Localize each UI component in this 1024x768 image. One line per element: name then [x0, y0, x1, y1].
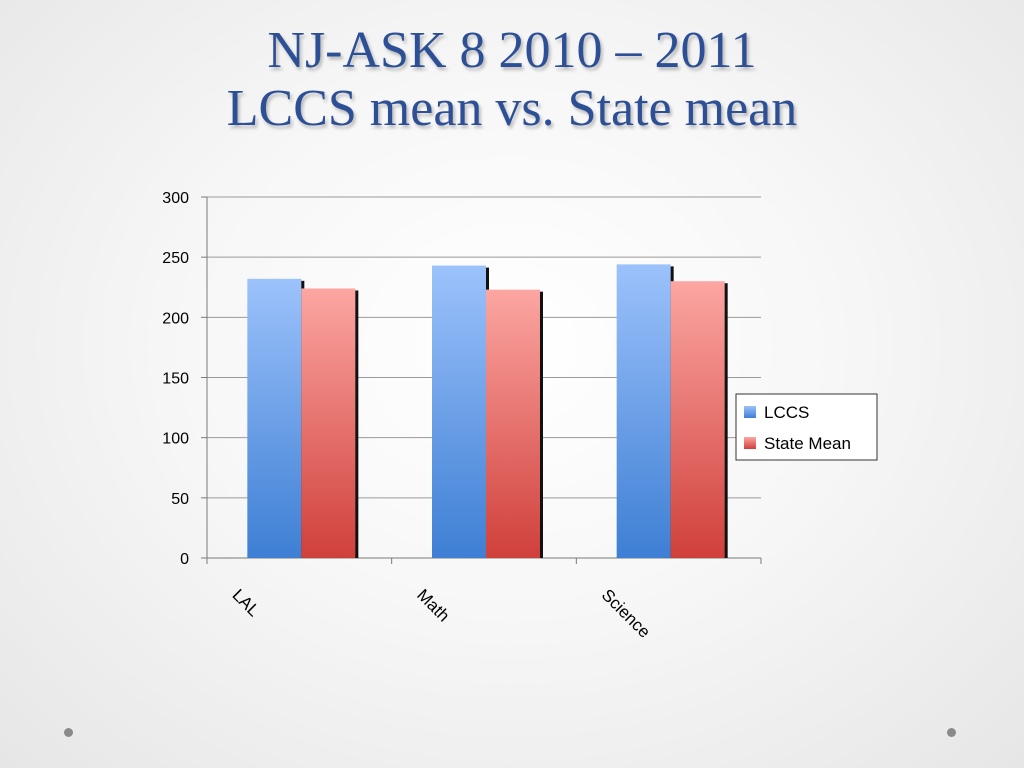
corner-dot-right: [947, 728, 956, 737]
legend-swatch: [744, 406, 756, 418]
corner-dot-left: [64, 728, 73, 737]
y-tick-label: 300: [162, 190, 189, 207]
slide-title: NJ-ASK 8 2010 – 2011 LCCS mean vs. State…: [0, 22, 1024, 138]
bar-lal-state-mean: [301, 288, 356, 558]
y-tick-label: 100: [162, 431, 189, 448]
legend-box: [735, 393, 878, 461]
bar-math-lccs: [432, 265, 486, 558]
y-tick-label: 250: [162, 250, 189, 267]
bar-math-state-mean: [486, 289, 540, 558]
legend-label: State Mean: [764, 434, 851, 453]
y-tick-label: 0: [180, 551, 189, 568]
x-category-label: LAL: [229, 585, 264, 620]
bar-science-lccs: [616, 264, 671, 558]
legend-label: LCCS: [764, 403, 809, 422]
y-tick-label: 150: [162, 371, 189, 388]
legend-swatch: [744, 437, 756, 449]
title-line-1: NJ-ASK 8 2010 – 2011: [267, 22, 757, 79]
bar-lal-lccs: [247, 278, 302, 558]
x-category-label: Science: [598, 585, 654, 641]
y-tick-label: 50: [171, 491, 189, 508]
x-category-label: Math: [413, 585, 453, 625]
y-tick-label: 200: [162, 310, 189, 327]
bar-science-state-mean: [670, 281, 725, 558]
title-line-2: LCCS mean vs. State mean: [226, 80, 798, 137]
